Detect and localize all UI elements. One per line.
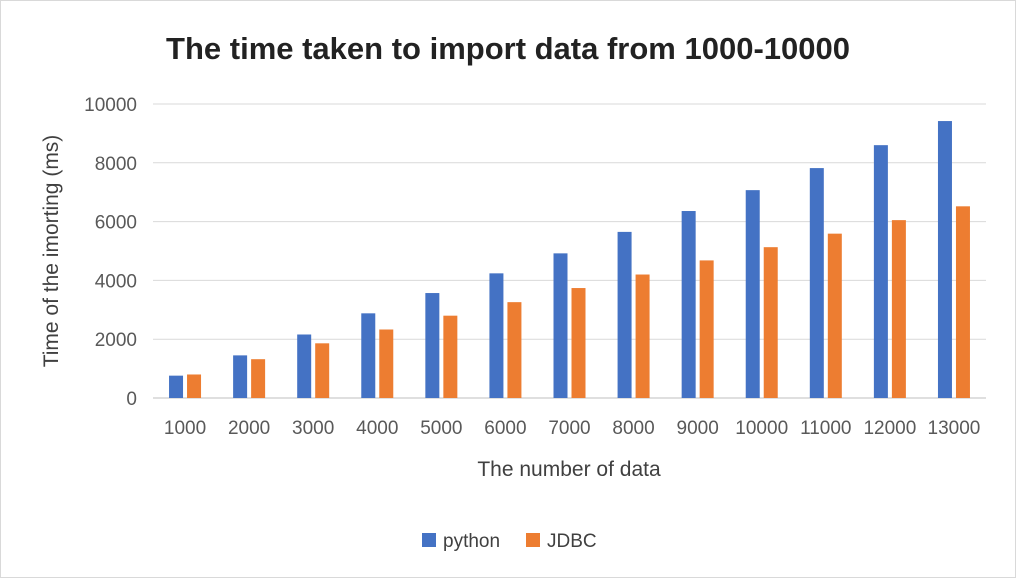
- y-tick-label: 8000: [95, 154, 137, 175]
- legend-label-jdbc: JDBC: [547, 531, 597, 552]
- bar-python: [361, 313, 376, 398]
- chart-title: The time taken to import data from 1000-…: [166, 31, 850, 66]
- x-axis-title: The number of data: [477, 458, 661, 481]
- bar-jdbc: [827, 233, 842, 398]
- x-tick-label: 9000: [677, 418, 719, 439]
- bar-jdbc: [635, 274, 650, 398]
- y-tick-label: 10000: [84, 95, 137, 116]
- bar-jdbc: [891, 220, 906, 398]
- x-tick-label: 2000: [228, 418, 270, 439]
- bar-python: [489, 273, 504, 398]
- bar-jdbc: [443, 315, 458, 398]
- legend: python JDBC: [422, 531, 597, 552]
- legend-swatch-python: [422, 533, 436, 547]
- bar-jdbc: [763, 247, 778, 398]
- bar-jdbc: [571, 288, 586, 398]
- legend-label-python: python: [443, 531, 500, 552]
- bar-python: [937, 121, 952, 398]
- bar-python: [681, 211, 696, 398]
- y-tick-label: 4000: [95, 271, 137, 292]
- bar-python: [169, 375, 184, 398]
- bar-jdbc: [315, 343, 330, 398]
- x-axis-ticks: 1000 2000 3000 4000 5000 6000 7000 8000 9000 1000…: [164, 418, 980, 439]
- bar-python: [297, 334, 312, 398]
- x-tick-label: 1000: [164, 418, 206, 439]
- bars: [169, 121, 970, 398]
- bar-python: [617, 231, 632, 398]
- y-tick-label: 2000: [95, 330, 137, 351]
- bar-python: [233, 355, 248, 398]
- bar-python: [425, 293, 440, 398]
- bar-jdbc: [251, 359, 266, 398]
- x-tick-label: 7000: [548, 418, 590, 439]
- y-axis-ticks: 0 2000 4000 6000 8000 10000: [84, 95, 137, 410]
- x-tick-label: 8000: [612, 418, 654, 439]
- bar-jdbc: [699, 260, 714, 398]
- x-tick-label: 4000: [356, 418, 398, 439]
- bar-jdbc: [955, 206, 970, 398]
- bar-jdbc: [187, 374, 202, 398]
- x-tick-label: 11000: [800, 418, 851, 439]
- x-tick-label: 12000: [863, 418, 916, 439]
- bar-python: [809, 168, 824, 398]
- y-tick-label: 6000: [95, 213, 137, 234]
- x-tick-label: 6000: [484, 418, 526, 439]
- bar-jdbc: [507, 302, 522, 398]
- x-tick-label: 5000: [420, 418, 462, 439]
- bar-jdbc: [379, 329, 394, 398]
- x-tick-label: 10000: [735, 418, 788, 439]
- bar-python: [745, 190, 760, 398]
- y-axis-title: Time of the imorting (ms): [40, 135, 63, 368]
- bar-python: [553, 253, 568, 398]
- y-tick-label: 0: [126, 389, 137, 410]
- bar-python: [873, 145, 888, 398]
- legend-swatch-jdbc: [526, 533, 540, 547]
- x-tick-label: 13000: [928, 418, 981, 439]
- x-tick-label: 3000: [292, 418, 334, 439]
- gridlines: [153, 103, 986, 399]
